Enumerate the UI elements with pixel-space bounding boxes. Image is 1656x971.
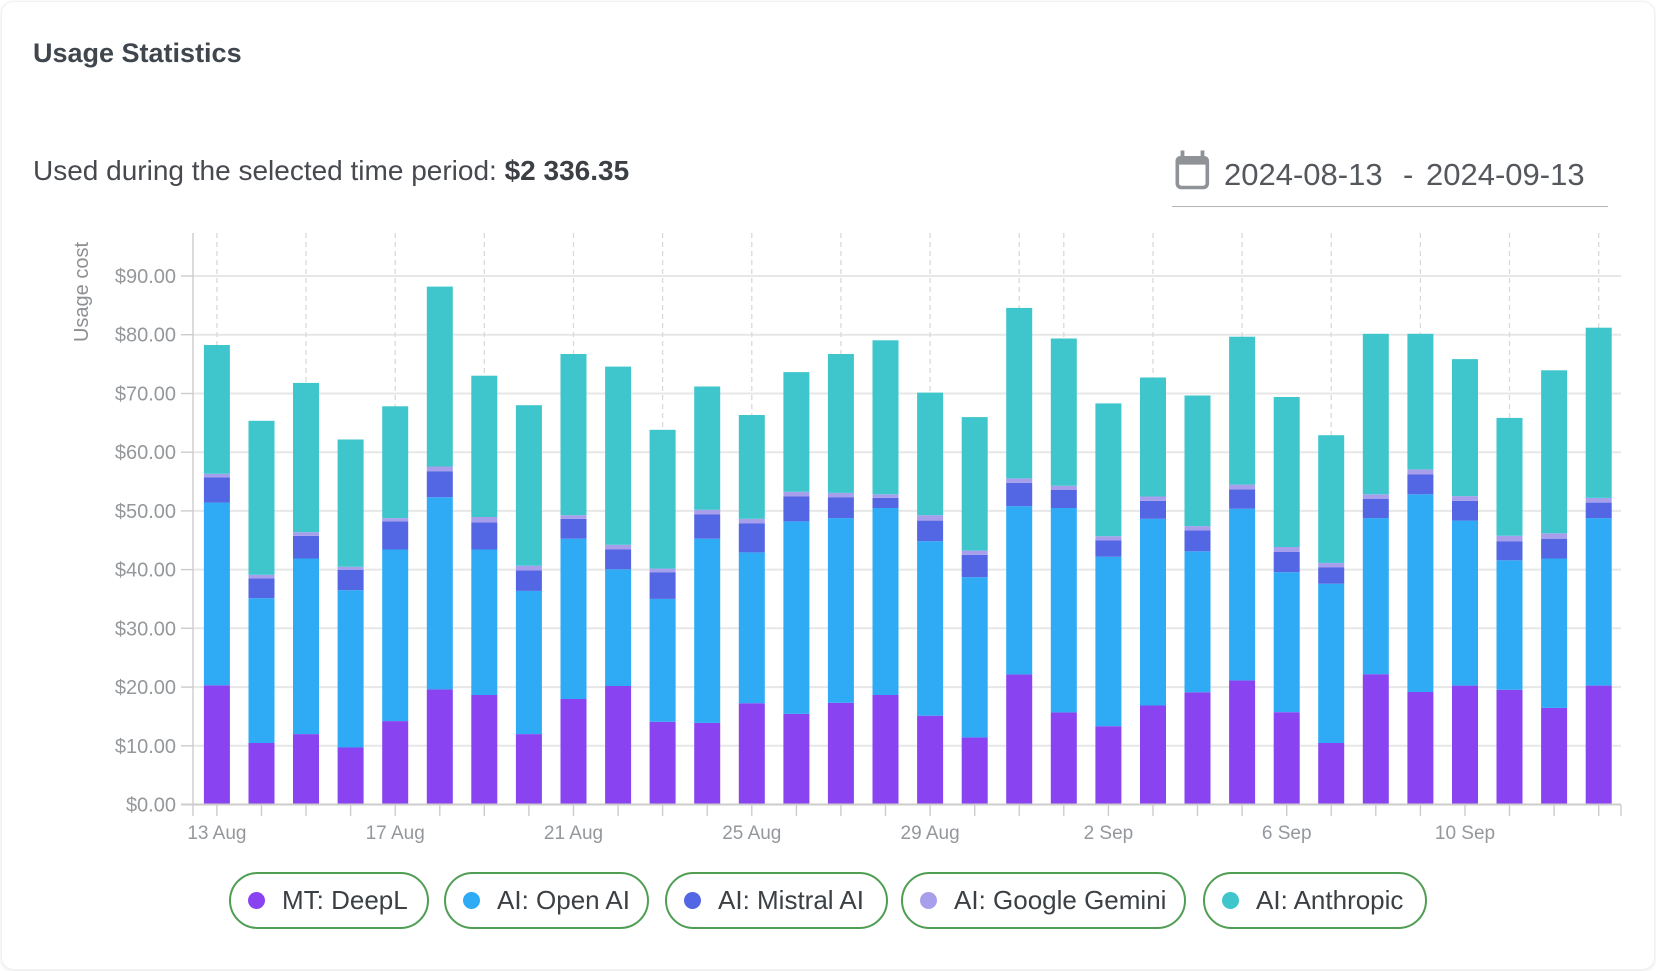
svg-text:10 Sep: 10 Sep bbox=[1435, 823, 1495, 844]
svg-text:$40.00: $40.00 bbox=[115, 560, 176, 582]
svg-text:$50.00: $50.00 bbox=[115, 501, 176, 523]
svg-text:Usage cost: Usage cost bbox=[71, 242, 93, 342]
svg-text:$80.00: $80.00 bbox=[115, 325, 176, 347]
svg-text:$90.00: $90.00 bbox=[115, 266, 176, 288]
svg-text:6 Sep: 6 Sep bbox=[1262, 823, 1312, 844]
svg-text:$0.00: $0.00 bbox=[126, 795, 176, 817]
svg-text:25 Aug: 25 Aug bbox=[722, 823, 781, 844]
svg-text:29 Aug: 29 Aug bbox=[901, 823, 960, 844]
svg-text:17 Aug: 17 Aug bbox=[366, 823, 425, 844]
svg-text:$60.00: $60.00 bbox=[115, 442, 176, 464]
svg-text:13 Aug: 13 Aug bbox=[187, 823, 246, 844]
svg-text:$70.00: $70.00 bbox=[115, 384, 176, 406]
svg-text:$10.00: $10.00 bbox=[115, 736, 176, 758]
svg-text:2 Sep: 2 Sep bbox=[1084, 823, 1134, 844]
svg-text:$20.00: $20.00 bbox=[115, 677, 176, 699]
svg-text:$30.00: $30.00 bbox=[115, 618, 176, 640]
svg-text:21 Aug: 21 Aug bbox=[544, 823, 603, 844]
